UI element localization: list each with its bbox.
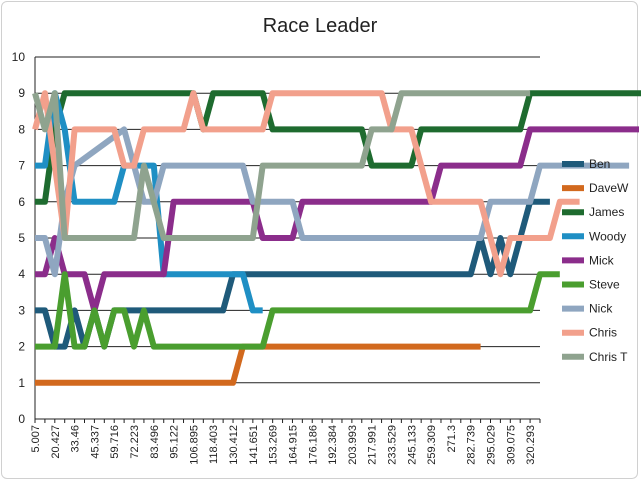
y-tick-label: 6 bbox=[18, 195, 25, 209]
x-tick-label: 33.46 bbox=[70, 425, 82, 453]
x-tick-label: 153.269 bbox=[268, 425, 280, 465]
x-tick-label: 192.384 bbox=[327, 425, 339, 465]
x-tick-label: 245.133 bbox=[406, 425, 418, 465]
legend-label-davew: DaveW bbox=[589, 181, 629, 195]
legend-label-nick: Nick bbox=[589, 302, 613, 316]
x-tick-label: 45.337 bbox=[89, 425, 101, 459]
y-tick-label: 5 bbox=[18, 231, 25, 245]
x-tick-label: 203.993 bbox=[347, 425, 359, 465]
series-line-james bbox=[35, 90, 641, 205]
x-tick-label: 118.403 bbox=[208, 425, 220, 464]
x-tick-label: 20.427 bbox=[50, 425, 62, 459]
y-tick-label: 2 bbox=[18, 340, 25, 354]
x-tick-label: 5.007 bbox=[30, 425, 42, 453]
series-line-davew bbox=[35, 343, 481, 386]
x-tick-label: 217.991 bbox=[367, 425, 379, 465]
x-tick-label: 259.309 bbox=[426, 425, 438, 465]
y-tick-label: 8 bbox=[18, 122, 25, 136]
x-tick-label: 309.075 bbox=[505, 425, 517, 465]
x-axis-ticks: 5.007 20.427 33.46 45.337 59.716 72.223 83.496… bbox=[30, 419, 541, 465]
series-line-chris bbox=[32, 90, 580, 278]
y-tick-label: 1 bbox=[18, 376, 25, 390]
x-tick-label: 72.223 bbox=[129, 425, 141, 459]
x-tick-label: 106.895 bbox=[188, 425, 200, 465]
legend-label-mick: Mick bbox=[589, 253, 615, 267]
legend: Ben DaveW James Woody Mick Steve Nick Chris Chri… bbox=[562, 157, 629, 364]
y-axis-ticks: 0 1 2 3 4 5 6 7 8 9 10 bbox=[12, 50, 26, 426]
legend-label-chris-t: Chris T bbox=[589, 350, 628, 364]
legend-label-ben: Ben bbox=[589, 157, 610, 171]
x-tick-label: 176.186 bbox=[307, 425, 319, 465]
series-line-chris-t bbox=[32, 90, 531, 241]
legend-label-woody: Woody bbox=[589, 229, 626, 243]
chart-title: Race Leader bbox=[263, 15, 378, 37]
x-tick-label: 83.496 bbox=[149, 425, 161, 459]
legend-label-steve: Steve bbox=[589, 278, 620, 292]
series-lines bbox=[32, 90, 641, 386]
x-tick-label: 164.915 bbox=[287, 425, 299, 465]
series-line-mick bbox=[35, 126, 639, 314]
x-tick-label: 295.029 bbox=[485, 425, 497, 465]
x-tick-label: 130.412 bbox=[228, 425, 240, 465]
y-tick-label: 4 bbox=[18, 267, 25, 281]
x-tick-label: 141.651 bbox=[248, 425, 260, 465]
legend-label-james: James bbox=[589, 205, 624, 219]
legend-label-chris: Chris bbox=[589, 326, 617, 340]
x-tick-label: 271.3 bbox=[446, 425, 458, 453]
y-tick-label: 0 bbox=[18, 412, 25, 426]
x-tick-label: 233.529 bbox=[386, 425, 398, 465]
x-tick-label: 320.293 bbox=[525, 425, 537, 465]
x-tick-label: 282.739 bbox=[466, 425, 478, 465]
y-tick-label: 3 bbox=[18, 303, 25, 317]
y-tick-label: 10 bbox=[12, 50, 26, 64]
series-line-ben bbox=[35, 198, 550, 350]
y-tick-label: 7 bbox=[18, 159, 25, 173]
x-tick-label: 95.122 bbox=[169, 425, 181, 459]
y-tick-label: 9 bbox=[18, 86, 25, 100]
x-tick-label: 59.716 bbox=[109, 425, 121, 459]
series-line-steve bbox=[35, 271, 560, 350]
